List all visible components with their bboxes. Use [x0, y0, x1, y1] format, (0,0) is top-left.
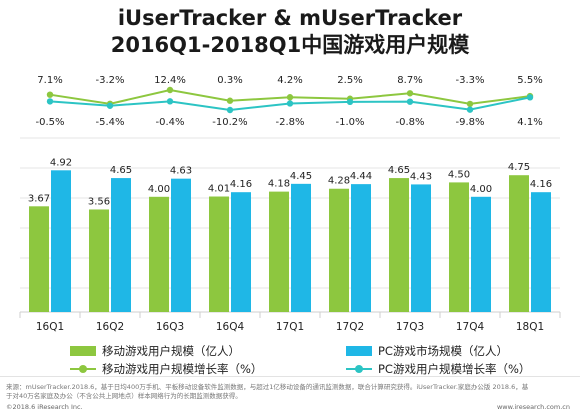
point-label-pc-growth-18Q1: 4.1% [517, 117, 542, 128]
point-label-pc-growth-17Q4: -9.8% [455, 117, 484, 128]
x-tick-label-18Q1: 18Q1 [516, 321, 544, 333]
point-label-mobile-growth-17Q3: 8.7% [397, 75, 422, 86]
x-tick-label-16Q1: 16Q1 [36, 321, 64, 333]
bar-mobile-17Q4 [449, 182, 469, 312]
point-label-pc-growth-16Q2: -5.4% [95, 117, 124, 128]
bar-label-pc-17Q4: 4.00 [470, 184, 492, 195]
bar-pc-16Q4 [231, 192, 251, 312]
bar-mobile-17Q2 [329, 188, 349, 312]
bar-label-pc-17Q1: 4.45 [290, 171, 312, 182]
point-pc-growth-17Q2 [346, 98, 354, 106]
bar-label-pc-16Q2: 4.65 [110, 165, 132, 176]
point-mobile-growth-17Q4 [466, 100, 474, 108]
bar-label-mobile-17Q1: 4.18 [268, 179, 290, 190]
chart-title-line2: 2016Q1-2018Q1中国游戏用户规模 [110, 33, 470, 57]
point-pc-growth-16Q3 [166, 98, 174, 105]
point-label-pc-growth-17Q2: -1.0% [335, 117, 364, 128]
bar-label-mobile-16Q2: 3.56 [88, 196, 110, 207]
point-mobile-growth-16Q1 [46, 91, 54, 98]
bar-mobile-16Q2 [89, 209, 109, 312]
bar-pc-17Q1 [291, 183, 311, 312]
bar-label-mobile-16Q1: 3.67 [28, 193, 50, 204]
legend-mobile-growth: 移动游戏用户规模增长率（%） [70, 361, 262, 377]
bar-mobile-17Q3 [389, 178, 409, 312]
bar-mobile-18Q1 [509, 175, 529, 312]
x-tick-label-16Q4: 16Q4 [216, 321, 245, 333]
point-pc-growth-16Q1 [46, 98, 54, 105]
bar-mobile-17Q1 [269, 191, 289, 312]
bar-label-pc-16Q3: 4.63 [170, 166, 192, 177]
point-label-pc-growth-16Q4: -10.2% [212, 117, 247, 128]
point-mobile-growth-17Q1 [286, 94, 294, 101]
point-mobile-growth-16Q3 [166, 86, 174, 94]
point-label-mobile-growth-16Q1: 7.1% [37, 75, 62, 86]
bar-mobile-16Q1 [29, 206, 49, 312]
point-mobile-growth-16Q4 [226, 97, 234, 104]
copyright: ©2018.6 iResearch Inc. [6, 403, 83, 411]
bar-pc-16Q2 [111, 178, 131, 312]
point-pc-growth-17Q1 [286, 100, 294, 107]
point-label-mobile-growth-16Q3: 12.4% [154, 75, 186, 86]
point-label-mobile-growth-18Q1: 5.5% [517, 75, 542, 86]
legend-mobile-users: 移动游戏用户规模（亿人） [70, 343, 240, 359]
legend-label-mobile-users: 移动游戏用户规模（亿人） [102, 344, 240, 358]
source-note-continued: 于对40万名家庭及办公（不含公共上网地点）样本网络行为的长期监测数据获得。 [6, 392, 242, 400]
legend-label-mobile-growth: 移动游戏用户规模增长率（%） [102, 362, 263, 376]
point-pc-growth-17Q4 [466, 106, 474, 113]
bar-label-mobile-17Q3: 4.65 [388, 165, 410, 176]
website-link[interactable]: www.iresearch.com.cn [496, 403, 570, 411]
x-tick-label-17Q3: 17Q3 [396, 321, 424, 333]
bar-pc-17Q4 [471, 196, 491, 312]
x-tick-label-16Q2: 16Q2 [96, 321, 124, 333]
point-label-mobile-growth-17Q4: -3.3% [455, 75, 484, 86]
bar-pc-18Q1 [531, 192, 551, 312]
bar-label-pc-17Q3: 4.43 [410, 171, 432, 182]
bar-label-pc-16Q4: 4.16 [230, 179, 252, 190]
legend-pc-users: PC游戏市场规模（亿人） [346, 343, 508, 359]
source-note: 来源：mUserTracker.2018.6，基于日均400万手机、平板移动设备… [6, 383, 529, 391]
point-label-pc-growth-17Q1: -2.8% [275, 117, 304, 128]
point-label-pc-growth-16Q3: -0.4% [155, 117, 184, 128]
x-tick-label-17Q4: 17Q4 [456, 321, 485, 333]
point-pc-growth-16Q4 [226, 106, 234, 114]
bar-label-mobile-17Q2: 4.28 [328, 176, 350, 187]
point-pc-growth-16Q2 [106, 102, 114, 109]
point-pc-growth-17Q3 [406, 98, 414, 105]
bar-pc-16Q3 [171, 178, 191, 312]
legend-label-pc-users: PC游戏市场规模（亿人） [378, 344, 508, 358]
bar-label-pc-17Q2: 4.44 [350, 171, 372, 182]
legend-swatch-pc-bar [346, 346, 372, 356]
legend-pc-growth: PC游戏用户规模增长率（%） [346, 361, 530, 377]
legend-swatch-mobile-bar [70, 346, 96, 356]
point-mobile-growth-17Q3 [406, 90, 414, 97]
bar-mobile-16Q4 [209, 196, 229, 312]
bar-label-mobile-16Q4: 4.01 [208, 184, 230, 195]
footer-divider [0, 376, 580, 377]
bar-label-pc-18Q1: 4.16 [530, 179, 552, 190]
legend-swatch-mobile-line [70, 364, 96, 374]
point-label-pc-growth-17Q3: -0.8% [395, 117, 424, 128]
x-tick-label-17Q1: 17Q1 [276, 321, 304, 333]
x-tick-label-16Q3: 16Q3 [156, 321, 184, 333]
x-tick-label-17Q2: 17Q2 [336, 321, 364, 333]
chart-title-line1: iUserTracker & mUserTracker [117, 6, 463, 30]
point-label-pc-growth-16Q1: -0.5% [35, 117, 64, 128]
bar-pc-17Q2 [351, 184, 371, 312]
point-label-mobile-growth-17Q2: 2.5% [337, 75, 362, 86]
point-label-mobile-growth-17Q1: 4.2% [277, 75, 302, 86]
legend-swatch-pc-line [346, 364, 372, 374]
point-label-mobile-growth-16Q2: -3.2% [95, 75, 124, 86]
bar-label-pc-16Q1: 4.92 [50, 157, 72, 168]
point-pc-growth-18Q1 [526, 94, 534, 101]
bar-pc-17Q3 [411, 184, 431, 312]
bar-label-mobile-17Q4: 4.50 [448, 169, 470, 180]
bar-mobile-16Q3 [149, 196, 169, 312]
legend-label-pc-growth: PC游戏用户规模增长率（%） [378, 362, 531, 376]
bar-label-mobile-18Q1: 4.75 [508, 162, 530, 173]
bar-label-mobile-16Q3: 4.00 [148, 184, 170, 195]
point-label-mobile-growth-16Q4: 0.3% [217, 75, 242, 86]
bar-pc-16Q1 [51, 170, 71, 312]
